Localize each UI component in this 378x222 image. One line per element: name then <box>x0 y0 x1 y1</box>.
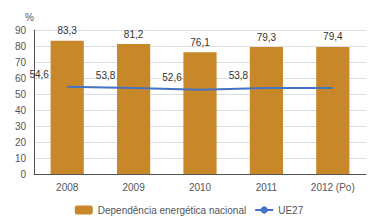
svg-text:90: 90 <box>15 25 27 36</box>
svg-text:52,6: 52,6 <box>162 72 182 83</box>
svg-text:2009: 2009 <box>122 182 145 193</box>
svg-text:80: 80 <box>15 41 27 52</box>
svg-text:Dependência energética naciona: Dependência energética nacional <box>98 205 246 216</box>
svg-text:2011: 2011 <box>256 182 278 193</box>
svg-text:53,8: 53,8 <box>96 70 116 81</box>
svg-text:0: 0 <box>20 169 26 180</box>
svg-text:76,1: 76,1 <box>190 37 210 48</box>
svg-text:2012 (Po): 2012 (Po) <box>311 182 355 193</box>
svg-text:20: 20 <box>15 137 27 148</box>
svg-text:70: 70 <box>15 57 27 68</box>
svg-text:2008: 2008 <box>56 182 79 193</box>
svg-text:53,8: 53,8 <box>229 70 249 81</box>
svg-text:54,6: 54,6 <box>29 69 49 80</box>
svg-text:79,4: 79,4 <box>323 31 343 42</box>
svg-text:60: 60 <box>15 73 27 84</box>
svg-text:10: 10 <box>15 153 27 164</box>
svg-text:79,3: 79,3 <box>257 32 277 43</box>
svg-text:40: 40 <box>15 105 27 116</box>
svg-text:UE27: UE27 <box>278 205 303 216</box>
svg-text:%: % <box>25 12 34 23</box>
svg-text:50: 50 <box>15 89 27 100</box>
svg-text:83,3: 83,3 <box>57 25 77 36</box>
svg-text:30: 30 <box>15 121 27 132</box>
svg-text:2010: 2010 <box>189 182 212 193</box>
svg-text:81,2: 81,2 <box>124 29 144 40</box>
